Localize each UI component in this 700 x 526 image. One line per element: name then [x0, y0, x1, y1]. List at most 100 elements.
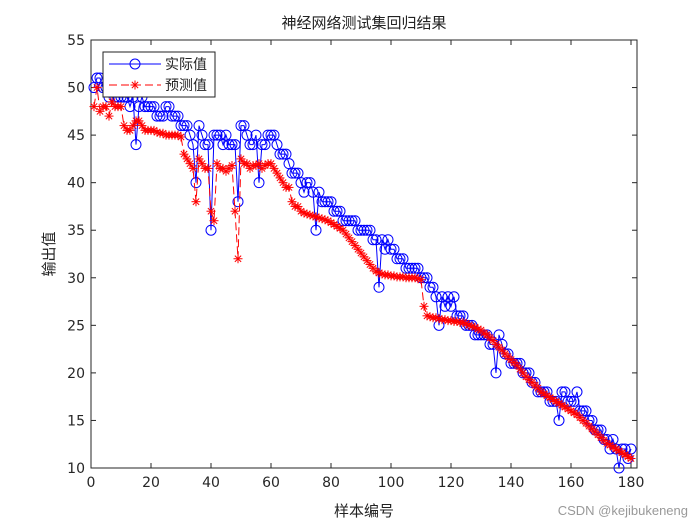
actual-point — [262, 129, 274, 141]
actual-point — [367, 234, 379, 246]
y-tick-label: 40 — [67, 176, 85, 192]
predicted-point — [488, 336, 498, 346]
actual-point — [307, 186, 319, 198]
predicted-point — [230, 206, 240, 216]
actual-point — [373, 281, 385, 293]
predicted-point — [212, 159, 222, 169]
actual-point — [265, 129, 277, 141]
actual-point — [142, 101, 154, 113]
legend-marker-actual — [129, 58, 141, 70]
y-tick-label: 50 — [67, 81, 85, 97]
actual-point — [391, 253, 403, 265]
actual-point — [409, 262, 421, 274]
predicted-point — [626, 453, 636, 463]
predicted-point — [89, 102, 99, 112]
actual-point — [229, 139, 241, 151]
actual-point — [553, 414, 565, 426]
actual-point — [226, 139, 238, 151]
y-tick-label: 10 — [67, 461, 85, 477]
y-tick-label: 35 — [67, 223, 85, 239]
x-tick-label: 100 — [378, 475, 405, 491]
legend-label-predicted: 预测值 — [165, 78, 207, 94]
predicted-point — [197, 159, 207, 169]
predicted-point — [326, 218, 336, 228]
actual-point — [526, 376, 538, 388]
predicted-point — [452, 317, 462, 327]
predicted-point — [188, 163, 198, 173]
predicted-point — [365, 259, 375, 269]
predicted-point — [236, 154, 246, 164]
predicted-point — [185, 159, 195, 169]
actual-point — [328, 205, 340, 217]
actual-point — [499, 348, 511, 360]
actual-point — [139, 101, 151, 113]
predicted-point — [116, 102, 126, 112]
predicted-point — [359, 252, 369, 262]
actual-point — [370, 234, 382, 246]
actual-point — [253, 177, 265, 189]
x-tick-label: 40 — [202, 475, 220, 491]
actual-point — [91, 72, 103, 84]
actual-point — [187, 139, 199, 151]
predicted-point — [227, 161, 237, 171]
predicted-point — [275, 173, 285, 183]
x-tick-label: 160 — [558, 475, 585, 491]
legend-box — [102, 51, 216, 98]
predicted-point — [194, 154, 204, 164]
actual-point — [145, 101, 157, 113]
actual-point — [202, 139, 214, 151]
actual-point — [322, 196, 334, 208]
actual-point — [385, 243, 397, 255]
y-tick-label: 55 — [67, 33, 85, 49]
predicted-point — [518, 368, 528, 378]
actual-point — [154, 110, 166, 122]
predicted-point — [293, 201, 303, 211]
actual-point — [613, 462, 625, 474]
actual-point — [331, 205, 343, 217]
predicted-point — [419, 301, 429, 311]
predicted-point — [338, 225, 348, 235]
actual-point — [289, 167, 301, 179]
legend-star-icon — [130, 80, 140, 90]
legend-label-actual: 实际值 — [165, 57, 207, 73]
predicted-point — [182, 154, 192, 164]
actual-point — [301, 177, 313, 189]
x-tick-label: 180 — [618, 475, 645, 491]
actual-point — [340, 215, 352, 227]
actual-point — [232, 196, 244, 208]
predicted-point — [179, 149, 189, 159]
predicted-point — [272, 168, 282, 178]
x-tick-label: 60 — [262, 475, 280, 491]
predicted-point — [119, 121, 129, 131]
actual-point — [250, 129, 262, 141]
actual-point — [130, 139, 142, 151]
predicted-point — [266, 159, 276, 169]
predicted-point — [515, 364, 525, 374]
predicted-point — [203, 163, 213, 173]
actual-point — [556, 386, 568, 398]
predicted-point — [134, 116, 144, 126]
actual-point — [403, 262, 415, 274]
predicted-point — [128, 121, 138, 131]
actual-point — [151, 110, 163, 122]
actual-point — [244, 139, 256, 151]
predicted-point — [209, 216, 219, 226]
predicted-point — [137, 121, 147, 131]
actual-point — [343, 215, 355, 227]
predicted-point — [101, 102, 111, 112]
actual-point — [400, 262, 412, 274]
x-tick-label: 20 — [142, 475, 160, 491]
x-tick-label: 120 — [438, 475, 465, 491]
actual-point — [277, 148, 289, 160]
actual-point — [517, 367, 529, 379]
x-tick-label: 0 — [87, 475, 96, 491]
actual-point — [205, 224, 217, 236]
actual-point — [406, 262, 418, 274]
actual-point — [175, 120, 187, 132]
watermark: CSDN @kejibukeneng — [557, 503, 688, 518]
actual-point — [235, 120, 247, 132]
y-tick-label: 45 — [67, 128, 85, 144]
legend-marker-predicted — [130, 80, 140, 90]
predicted-point — [461, 318, 471, 328]
actual-point — [319, 196, 331, 208]
